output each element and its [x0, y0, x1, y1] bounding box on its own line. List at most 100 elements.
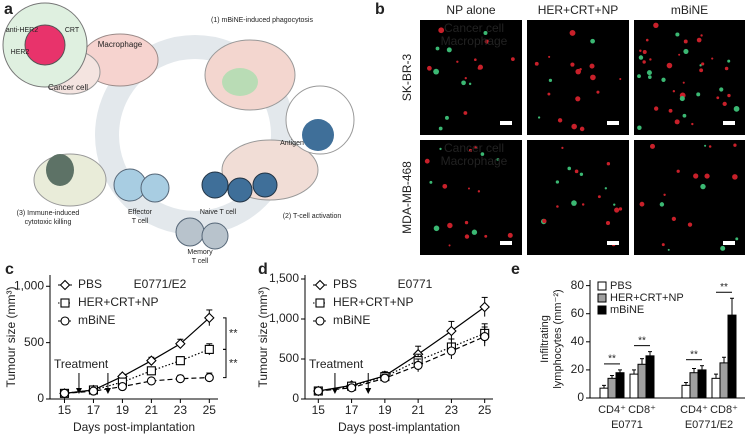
cell-spot: [732, 174, 738, 180]
cell-spot: [534, 61, 539, 66]
y-axis-title: lymphocytes (mm⁻²): [552, 289, 564, 388]
cell-spot: [477, 64, 483, 70]
panel-letter: e: [511, 261, 520, 278]
marker: [380, 373, 390, 383]
cell-spot: [464, 234, 470, 239]
marker: [146, 366, 156, 376]
marker: [315, 316, 325, 326]
cell-spot: [682, 113, 687, 118]
cell-spot: [557, 118, 563, 123]
cell-spot: [661, 243, 665, 247]
cell-spot: [661, 77, 666, 82]
cell-spot: [724, 66, 729, 71]
legend-label: mBiNE: [610, 304, 644, 316]
cell-spot: [637, 125, 642, 130]
cell-spot: [468, 82, 472, 86]
cell-spot: [448, 244, 451, 247]
diagram-label: Memory: [187, 249, 213, 256]
dying-cell: [46, 154, 74, 186]
marker: [204, 312, 215, 324]
marker: [446, 346, 456, 356]
cell-spot: [484, 234, 488, 238]
legend-swatch: [597, 305, 607, 315]
micrograph: [420, 20, 522, 135]
cell-spot: [548, 55, 551, 58]
cell-spot: [642, 49, 647, 54]
series-line: [64, 348, 210, 394]
y-tick-label: 500: [24, 335, 44, 349]
cell-spot: [618, 207, 623, 211]
sig-bracket: [223, 348, 227, 379]
cell-spot: [567, 166, 572, 171]
cell-spot: [483, 31, 488, 36]
cell-spot: [639, 49, 642, 53]
cell-spot: [561, 146, 564, 150]
engulfed-cell: [222, 68, 258, 96]
channel-label: Cancer cell: [444, 21, 504, 35]
cell-spot: [605, 220, 611, 226]
treatment-label: Treatment: [54, 357, 109, 371]
cell-spot: [683, 48, 689, 54]
micrograph: [634, 20, 745, 135]
y-tick-label: 0: [37, 391, 44, 405]
x-tick-label: 19: [116, 403, 130, 417]
cell-spot: [589, 63, 595, 69]
marker: [60, 316, 70, 326]
cell-spot: [704, 173, 710, 179]
cell-spot: [439, 147, 442, 151]
group-label: E0771: [611, 419, 643, 431]
cell-spot: [645, 38, 649, 42]
marker: [59, 279, 71, 291]
cell-spot: [467, 187, 470, 190]
cell-spot: [468, 148, 473, 153]
cell-spot: [700, 34, 703, 37]
x-tick-label: CD8⁺: [710, 404, 738, 416]
marker: [60, 298, 70, 308]
x-tick-label: 25: [478, 403, 492, 417]
cell-spot: [456, 60, 459, 63]
marker: [347, 383, 357, 393]
diagram-label: T cell: [192, 258, 209, 265]
cell-spot: [693, 173, 699, 179]
cell-spot: [733, 143, 737, 147]
cell-spot: [429, 180, 433, 184]
legend-label: HER+CRT+NP: [333, 295, 413, 309]
marker: [479, 301, 490, 313]
cell-spot: [442, 183, 448, 189]
cell-spot: [722, 101, 727, 106]
y-axis-title: Tumour size (mm³): [4, 287, 18, 388]
naive-t-cell: [201, 171, 229, 199]
cell-spot: [719, 87, 724, 92]
cell-spot: [676, 169, 680, 173]
significance: **: [608, 354, 616, 365]
inset-labels: anti-HER2 CRT HER2: [6, 27, 80, 56]
panel-letter: c: [5, 261, 14, 278]
cell-spot: [687, 222, 693, 227]
cell-spot: [474, 145, 478, 150]
cell-spot: [474, 58, 477, 61]
y-tick-label: 60: [571, 306, 585, 320]
cell-spot: [638, 55, 644, 60]
cell-spot: [727, 59, 731, 63]
marker: [59, 388, 70, 398]
memory-t-cell: [201, 222, 229, 250]
column-header: NP alone: [446, 3, 495, 17]
channel-label: Macrophage: [441, 154, 508, 168]
micrograph: [527, 140, 629, 255]
cell-spot: [696, 37, 702, 43]
cell-spot: [507, 232, 513, 238]
channel-label: Cancer cell: [444, 141, 504, 155]
panel-a-art: [2, 2, 355, 250]
cell-spot: [548, 78, 553, 83]
cell-spot: [667, 248, 670, 251]
legend-label: mBiNE: [78, 313, 115, 327]
panel-letter: a: [4, 1, 13, 18]
marker: [175, 338, 186, 350]
significance: **: [690, 349, 698, 360]
cell-spot: [637, 74, 641, 79]
nanoparticle: [24, 24, 66, 66]
cell-spot: [569, 29, 576, 36]
panel-letter: d: [258, 261, 268, 278]
cell-spot: [579, 126, 585, 132]
